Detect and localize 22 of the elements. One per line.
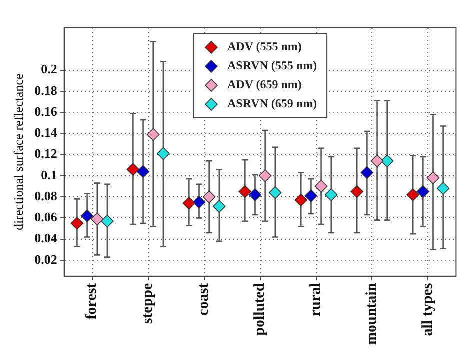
x-tick-label: all types — [420, 283, 436, 336]
x-tick-label: rural — [308, 283, 324, 317]
y-axis-title: directional surface reflectance — [11, 74, 26, 230]
y-tick-label: 0.14 — [34, 125, 58, 140]
y-tick-label: 0.1 — [41, 167, 58, 182]
legend-label: ASRVN (555 nm) — [227, 58, 318, 73]
legend-label: ASRVN (659 nm) — [227, 96, 318, 111]
y-tick-label: 0.08 — [34, 188, 58, 204]
y-tick-label: 0.06 — [34, 210, 58, 225]
x-tick-label: forest — [84, 283, 100, 320]
y-tick-label: 0.18 — [34, 82, 58, 98]
x-tick-label: mountain — [364, 282, 380, 346]
y-tick-label: 0.16 — [34, 104, 58, 119]
y-tick-label: 0.02 — [34, 252, 58, 267]
y-tick-label: 0.04 — [34, 230, 58, 246]
y-tick-label: 0.12 — [34, 146, 58, 162]
x-tick-label: steppe — [140, 282, 156, 324]
legend-label: ADV (659 nm) — [227, 78, 302, 92]
x-tick-label: coast — [196, 283, 212, 316]
legend-label: ADV (555 nm) — [227, 40, 302, 54]
x-tick-label: polluted — [252, 282, 268, 336]
y-tick-label: 0.2 — [41, 62, 58, 77]
